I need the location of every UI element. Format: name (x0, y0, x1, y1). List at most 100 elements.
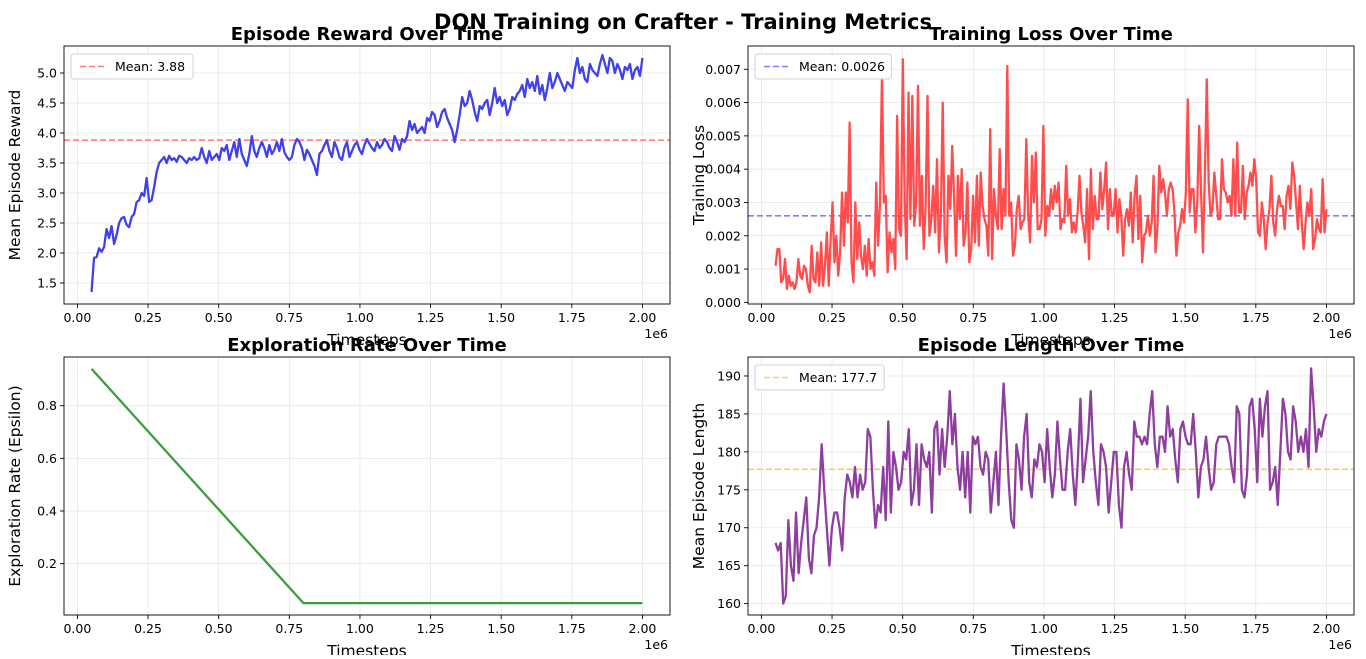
length-series-line (774, 367, 1328, 605)
length-x-tick-label: 1.50 (1171, 621, 1199, 636)
epsilon-y-tick-label: 0.2 (37, 556, 57, 571)
loss-x-tick-label: 0.50 (889, 310, 917, 325)
reward-x-tick-label: 1.50 (487, 310, 515, 325)
length-y-tick-label: 190 (717, 368, 741, 383)
reward-x-axis-label: Timesteps (326, 331, 407, 349)
loss-y-tick-label: 0.001 (705, 262, 741, 277)
epsilon-x-axis-label: Timesteps (326, 642, 407, 655)
loss-legend-box (754, 53, 892, 80)
epsilon-x-offset-label: 1e6 (644, 637, 668, 652)
reward-plot-area (64, 46, 670, 304)
length-x-offset-label: 1e6 (1328, 637, 1352, 652)
length-x-tick-label: 0.00 (747, 621, 775, 636)
epsilon-x-tick-label: 0.50 (205, 621, 233, 636)
panels: 0.00 0.25 0.50 0.75 1.00 1.25 1.50 1.75 2.00 1.5 2… (6, 24, 1355, 659)
reward-legend-label: Mean: 3.88 (115, 59, 185, 74)
epsilon-x-tick-label: 0.00 (63, 621, 91, 636)
length-legend-label: Mean: 177.7 (799, 370, 877, 385)
reward-y-tick-label: 2.5 (37, 216, 57, 231)
reward-legend-box (70, 53, 194, 80)
length-x-tick-label: 2.00 (1313, 621, 1341, 636)
reward-x-tick-label: 0.75 (275, 310, 303, 325)
reward-x-tick-label: 0.00 (63, 310, 91, 325)
length-y-tick-label: 180 (717, 444, 741, 459)
epsilon-y-tick-label: 0.6 (37, 451, 57, 466)
loss-x-axis-label: Timesteps (1010, 331, 1091, 349)
loss-y-tick-label: 0.007 (705, 62, 741, 77)
loss-y-tick-label: 0.000 (705, 295, 741, 310)
length-x-tick-label: 1.75 (1242, 621, 1270, 636)
loss-chart-title: Training Loss Over Time (929, 24, 1173, 45)
loss-x-tick-label: 1.75 (1242, 310, 1270, 325)
reward-y-tick-label: 2.0 (37, 246, 57, 261)
reward-x-tick-label: 1.75 (558, 310, 586, 325)
length-y-tick-label: 175 (717, 482, 741, 497)
length-x-tick-label: 1.00 (1030, 621, 1058, 636)
reward-chart-title: Episode Reward Over Time (231, 24, 503, 45)
loss-y-axis-label: Training Loss (690, 125, 708, 226)
reward-chart: 0.00 0.25 0.50 0.75 1.00 1.25 1.50 1.75 2.00 1.5 2… (6, 24, 671, 349)
reward-x-tick-label: 1.25 (417, 310, 445, 325)
epsilon-series-line (90, 368, 643, 605)
length-legend: Mean: 177.7 (754, 364, 885, 391)
length-chart-title: Episode Length Over Time (918, 335, 1185, 356)
epsilon-y-tick-label: 0.8 (37, 398, 57, 413)
reward-x-tick-label: 1.00 (346, 310, 374, 325)
reward-axes-frame (63, 45, 671, 305)
epsilon-axes-frame (63, 356, 671, 616)
length-y-tick-label: 170 (717, 520, 741, 535)
loss-x-tick-label: 1.50 (1171, 310, 1199, 325)
loss-x-offset-label: 1e6 (1328, 326, 1352, 341)
reward-x-tick-label: 0.50 (205, 310, 233, 325)
epsilon-y-axis-label: Exploration Rate (Epsilon) (6, 385, 24, 586)
loss-x-tick-label: 0.00 (747, 310, 775, 325)
epsilon-x-tick-label: 2.00 (629, 621, 657, 636)
epsilon-x-tick-label: 1.50 (487, 621, 515, 636)
length-y-tick-label: 160 (717, 596, 741, 611)
length-x-tick-label: 0.50 (889, 621, 917, 636)
loss-legend: Mean: 0.0026 (754, 53, 892, 80)
loss-axes-frame (747, 45, 1355, 305)
loss-x-tick-label: 0.25 (818, 310, 846, 325)
length-y-tick-label: 165 (717, 558, 741, 573)
length-axes-frame (747, 356, 1355, 616)
reward-y-tick-label: 1.5 (37, 276, 57, 291)
loss-y-tick-label: 0.003 (705, 195, 741, 210)
loss-y-tick-label: 0.005 (705, 128, 741, 143)
reward-x-offset-label: 1e6 (644, 326, 668, 341)
loss-x-tick-label: 2.00 (1313, 310, 1341, 325)
epsilon-x-tick-label: 1.75 (558, 621, 586, 636)
length-x-tick-label: 0.75 (959, 621, 987, 636)
length-x-tick-label: 0.25 (818, 621, 846, 636)
loss-x-tick-label: 1.25 (1101, 310, 1129, 325)
reward-y-tick-label: 5.0 (37, 66, 57, 81)
reward-y-tick-label: 4.0 (37, 126, 57, 141)
length-y-tick-label: 185 (717, 406, 741, 421)
loss-x-tick-label: 1.00 (1030, 310, 1058, 325)
reward-y-axis-label: Mean Episode Reward (6, 90, 24, 261)
epsilon-y-tick-label: 0.4 (37, 504, 57, 519)
length-y-axis-label: Mean Episode Length (690, 403, 708, 569)
length-x-tick-label: 1.25 (1101, 621, 1129, 636)
loss-y-tick-label: 0.004 (705, 162, 741, 177)
loss-x-tick-label: 0.75 (959, 310, 987, 325)
figure-suptitle: DQN Training on Crafter - Training Metri… (434, 10, 932, 34)
epsilon-x-tick-label: 1.25 (417, 621, 445, 636)
reward-y-tick-label: 3.0 (37, 186, 57, 201)
epsilon-x-tick-label: 0.25 (134, 621, 162, 636)
length-legend-box (754, 364, 885, 391)
loss-y-tick-label: 0.002 (705, 228, 741, 243)
epsilon-chart: 0.00 0.25 0.50 0.75 1.00 1.25 1.50 1.75 2.00 0.2 0… (6, 335, 671, 659)
loss-series-line (774, 58, 1328, 294)
length-chart: 0.00 0.25 0.50 0.75 1.00 1.25 1.50 1.75 2.00 160 1… (690, 335, 1355, 659)
reward-legend: Mean: 3.88 (70, 53, 194, 80)
length-x-axis-label: Timesteps (1010, 642, 1091, 655)
reward-x-tick-label: 2.00 (629, 310, 657, 325)
reward-y-tick-label: 3.5 (37, 156, 57, 171)
reward-series-line (90, 53, 644, 293)
epsilon-x-tick-label: 1.00 (346, 621, 374, 636)
loss-legend-label: Mean: 0.0026 (799, 59, 885, 74)
epsilon-chart-title: Exploration Rate Over Time (227, 335, 506, 356)
reward-x-tick-label: 0.25 (134, 310, 162, 325)
